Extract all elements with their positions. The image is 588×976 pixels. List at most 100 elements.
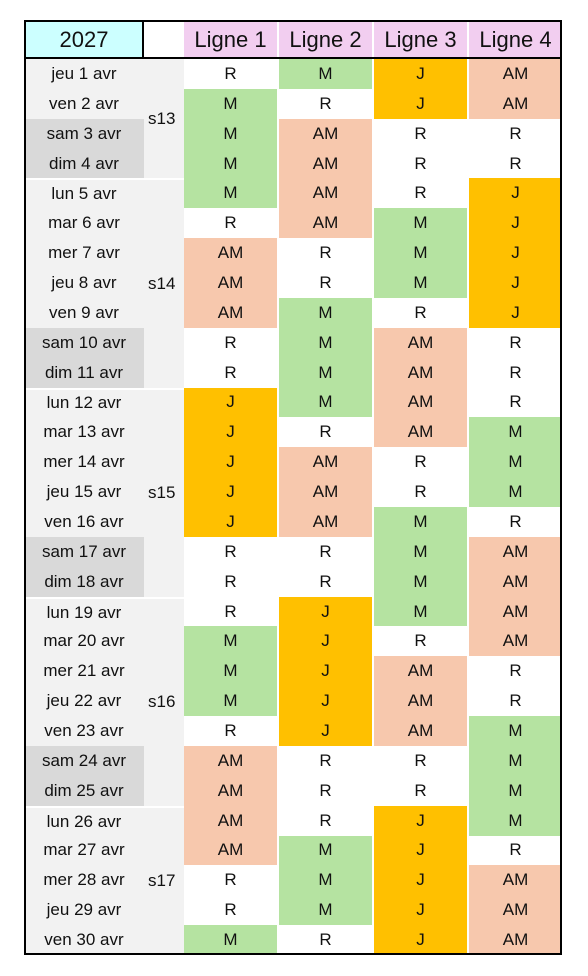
shift-cell: J xyxy=(374,925,467,955)
date-cell: dim 25 avr xyxy=(24,775,144,806)
shift-cell: R xyxy=(279,536,372,567)
year-cell: 2027 xyxy=(24,20,144,59)
date-cell: ven 16 avr xyxy=(24,507,144,537)
shift-cell: AM xyxy=(469,536,562,567)
shift-cell: R xyxy=(184,566,277,597)
shift-cell: AM xyxy=(279,178,372,209)
shift-cell: AM xyxy=(184,745,277,776)
shift-cell: R xyxy=(374,148,467,179)
shift-cell: M xyxy=(184,178,277,209)
shift-cell: AM xyxy=(374,686,467,717)
shift-cell: M xyxy=(184,88,277,119)
shift-cell: R xyxy=(184,357,277,388)
shift-cell: AM xyxy=(469,566,562,597)
shift-cell: AM xyxy=(279,507,372,537)
date-cell: sam 3 avr xyxy=(24,118,144,149)
shift-cell: R xyxy=(374,118,467,149)
shift-cell: M xyxy=(469,745,562,776)
shift-cell: M xyxy=(184,686,277,717)
shift-cell: AM xyxy=(374,417,467,448)
shift-cell: R xyxy=(279,775,372,806)
shift-cell: J xyxy=(184,387,277,418)
shift-cell: R xyxy=(374,447,467,478)
shift-cell: M xyxy=(374,596,467,627)
shift-cell: M xyxy=(469,477,562,507)
shift-cell: AM xyxy=(279,477,372,507)
shift-cell: R xyxy=(184,895,277,926)
shift-cell: R xyxy=(374,775,467,806)
shift-cell: R xyxy=(184,596,277,627)
column-header: Ligne 3 xyxy=(374,21,467,58)
shift-cell: R xyxy=(279,417,372,448)
column-header: Ligne 2 xyxy=(279,21,372,58)
shift-cell: M xyxy=(469,417,562,448)
shift-cell: R xyxy=(374,178,467,209)
shift-cell: R xyxy=(279,566,372,597)
shift-cell: R xyxy=(279,805,372,836)
shift-cell: M xyxy=(374,536,467,567)
date-cell: jeu 22 avr xyxy=(24,686,144,717)
shift-cell: J xyxy=(184,447,277,478)
shift-cell: R xyxy=(279,88,372,119)
shift-cell: AM xyxy=(184,835,277,866)
week-label: s16 xyxy=(144,598,184,806)
shift-cell: J xyxy=(279,716,372,746)
shift-cell: R xyxy=(374,297,467,328)
date-cell: lun 12 avr xyxy=(24,389,144,418)
shift-cell: R xyxy=(469,148,562,179)
shift-cell: M xyxy=(469,447,562,478)
shift-cell: R xyxy=(279,745,372,776)
date-cell: lun 19 avr xyxy=(24,598,144,627)
shift-cell: M xyxy=(184,925,277,955)
date-cell: mer 28 avr xyxy=(24,865,144,896)
shift-cell: J xyxy=(469,238,562,269)
shift-cell: R xyxy=(469,118,562,149)
shift-cell: J xyxy=(279,596,372,627)
date-cell: jeu 15 avr xyxy=(24,477,144,507)
shift-cell: M xyxy=(184,118,277,149)
shift-cell: M xyxy=(279,835,372,866)
shift-cell: M xyxy=(279,387,372,418)
shift-cell: M xyxy=(469,775,562,806)
shift-cell: R xyxy=(184,865,277,896)
date-cell: mer 7 avr xyxy=(24,238,144,269)
date-cell: mar 13 avr xyxy=(24,417,144,448)
date-cell: dim 11 avr xyxy=(24,357,144,388)
shift-cell: R xyxy=(374,626,467,657)
shift-cell: J xyxy=(374,59,467,89)
date-cell: dim 18 avr xyxy=(24,566,144,597)
shift-cell: J xyxy=(184,477,277,507)
shift-cell: J xyxy=(374,895,467,926)
shift-cell: AM xyxy=(184,775,277,806)
shift-cell: M xyxy=(279,865,372,896)
column-header: Ligne 1 xyxy=(184,21,277,58)
shift-cell: AM xyxy=(469,596,562,627)
shift-cell: AM xyxy=(469,59,562,89)
shift-cell: AM xyxy=(279,447,372,478)
shift-cell: M xyxy=(184,148,277,179)
date-cell: lun 5 avr xyxy=(24,180,144,209)
date-cell: ven 2 avr xyxy=(24,88,144,119)
shift-cell: M xyxy=(279,59,372,89)
shift-cell: AM xyxy=(279,118,372,149)
shift-cell: AM xyxy=(374,716,467,746)
date-cell: mer 14 avr xyxy=(24,447,144,478)
date-cell: ven 23 avr xyxy=(24,716,144,746)
shift-cell: R xyxy=(469,357,562,388)
shift-cell: AM xyxy=(469,895,562,926)
shift-cell: J xyxy=(374,865,467,896)
shift-cell: M xyxy=(374,208,467,239)
date-cell: mer 21 avr xyxy=(24,656,144,687)
shift-cell: J xyxy=(184,507,277,537)
shift-cell: R xyxy=(469,686,562,717)
shift-cell: J xyxy=(469,297,562,328)
date-cell: ven 30 avr xyxy=(24,925,144,955)
shift-cell: AM xyxy=(374,327,467,358)
shift-cell: J xyxy=(469,268,562,298)
column-header: Ligne 4 xyxy=(469,21,562,58)
shift-cell: AM xyxy=(469,865,562,896)
week-label: s13 xyxy=(144,59,184,179)
shift-cell: R xyxy=(184,59,277,89)
shift-cell: M xyxy=(279,297,372,328)
shift-cell: R xyxy=(184,536,277,567)
